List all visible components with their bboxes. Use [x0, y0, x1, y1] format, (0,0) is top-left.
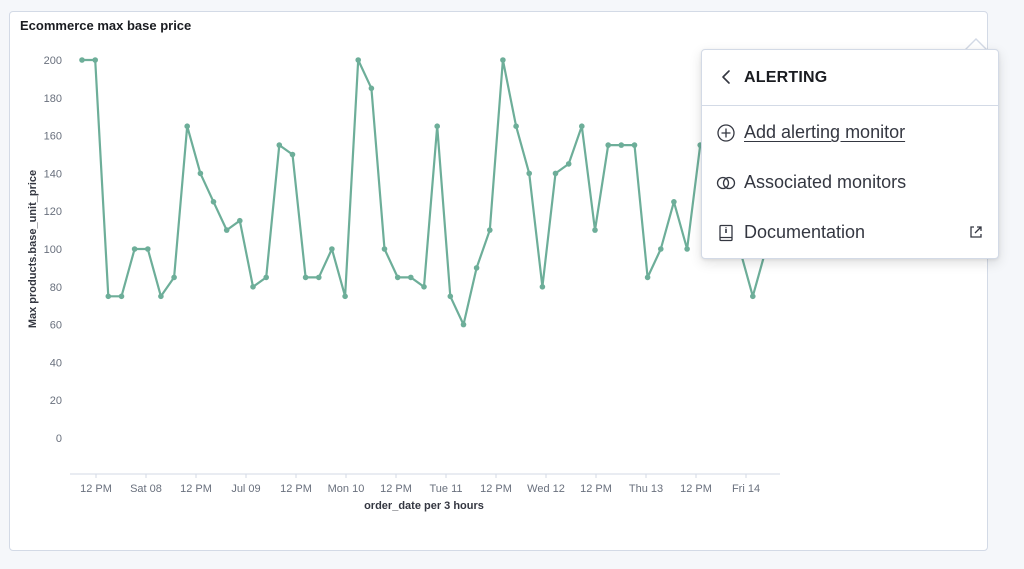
external-link-icon: [970, 226, 982, 238]
data-point: [658, 246, 664, 252]
data-point: [145, 246, 151, 252]
y-tick-label: 20: [50, 395, 62, 407]
plus-circle-icon: [717, 124, 735, 142]
associated-monitors-item[interactable]: Associated monitors: [702, 163, 998, 203]
y-tick-label: 80: [50, 282, 62, 294]
data-point: [487, 227, 493, 233]
y-tick-label: 120: [44, 206, 62, 218]
data-point: [316, 274, 322, 281]
data-point: [447, 293, 454, 300]
x-tick-label: 12 PM: [180, 483, 212, 495]
data-point: [684, 246, 690, 252]
data-point: [381, 246, 388, 252]
x-tick-label: 12 PM: [680, 483, 712, 495]
data-point: [92, 57, 98, 63]
popover-arrow-fill: [966, 40, 986, 50]
data-point: [131, 246, 138, 252]
data-point: [105, 293, 112, 300]
y-tick-label: 60: [50, 320, 62, 332]
x-tick-label: 12 PM: [480, 483, 512, 495]
data-point: [158, 293, 164, 300]
data-point: [276, 142, 283, 148]
data-point: [592, 227, 598, 233]
panel-title: Ecommerce max base price: [20, 18, 192, 33]
data-point: [526, 170, 532, 177]
y-tick-label: 40: [50, 357, 62, 369]
data-point: [421, 284, 427, 290]
data-point: [750, 293, 756, 300]
popover-header: ALERTING: [702, 50, 998, 106]
data-point: [118, 293, 125, 300]
data-point: [263, 274, 270, 281]
data-point: [197, 170, 204, 177]
data-point: [579, 123, 585, 129]
data-point: [644, 274, 651, 281]
documentation-label: Documentation: [744, 222, 866, 242]
data-point: [184, 123, 190, 129]
add-alerting-monitor-label: Add alerting monitor: [744, 122, 906, 142]
book-icon: [719, 224, 733, 242]
data-point: [289, 151, 296, 158]
data-point: [539, 284, 546, 290]
alerting-popover: ALERTING Add alerting monitor Associated…: [701, 49, 999, 259]
data-point: [473, 265, 480, 271]
add-alerting-monitor-item[interactable]: Add alerting monitor: [702, 113, 998, 153]
data-point: [302, 274, 309, 281]
documentation-item[interactable]: Documentation: [702, 213, 998, 253]
data-point: [513, 123, 519, 129]
y-tick-label: 0: [56, 433, 62, 445]
x-tick-label: 12 PM: [280, 483, 312, 495]
data-point: [500, 57, 506, 63]
y-tick-label: 100: [44, 244, 62, 256]
popover-title: ALERTING: [744, 69, 828, 86]
linked-circles-icon: [716, 176, 736, 190]
data-point: [671, 199, 677, 205]
data-point: [460, 321, 467, 328]
data-point: [565, 161, 572, 167]
y-tick-label: 200: [44, 55, 62, 67]
data-point: [329, 246, 335, 252]
x-tick-label: Wed 12: [527, 483, 565, 495]
data-point: [618, 142, 625, 148]
x-tick-label: 12 PM: [580, 483, 612, 495]
x-tick-label: 12 PM: [80, 483, 112, 495]
x-tick-label: Sat 08: [130, 483, 162, 495]
x-tick-label: 12 PM: [380, 483, 412, 495]
data-point: [552, 170, 559, 177]
x-tick-label: Thu 13: [629, 483, 663, 495]
data-point: [631, 142, 638, 148]
y-axis-title: Max products.base_unit_price: [27, 170, 39, 328]
chevron-left-icon[interactable]: [718, 68, 736, 86]
x-tick-label: Mon 10: [328, 483, 365, 495]
data-point: [250, 284, 256, 290]
data-point: [355, 57, 362, 63]
y-tick-label: 180: [44, 93, 62, 105]
data-point: [605, 142, 611, 148]
x-tick-label: Tue 11: [429, 483, 462, 495]
y-tick-label: 160: [44, 131, 62, 143]
associated-monitors-label: Associated monitors: [744, 172, 907, 192]
data-point: [171, 274, 177, 281]
data-point: [223, 227, 230, 233]
data-point: [368, 85, 375, 92]
data-point: [394, 274, 401, 281]
y-tick-label: 140: [44, 168, 62, 180]
data-point: [434, 123, 441, 129]
x-tick-label: Fri 14: [732, 483, 760, 495]
data-point: [237, 217, 243, 224]
x-axis-title: order_date per 3 hours: [364, 500, 484, 512]
data-point: [408, 274, 414, 281]
data-point: [79, 57, 85, 63]
data-point: [210, 199, 217, 205]
data-point: [342, 293, 348, 300]
x-tick-label: Jul 09: [231, 483, 260, 495]
